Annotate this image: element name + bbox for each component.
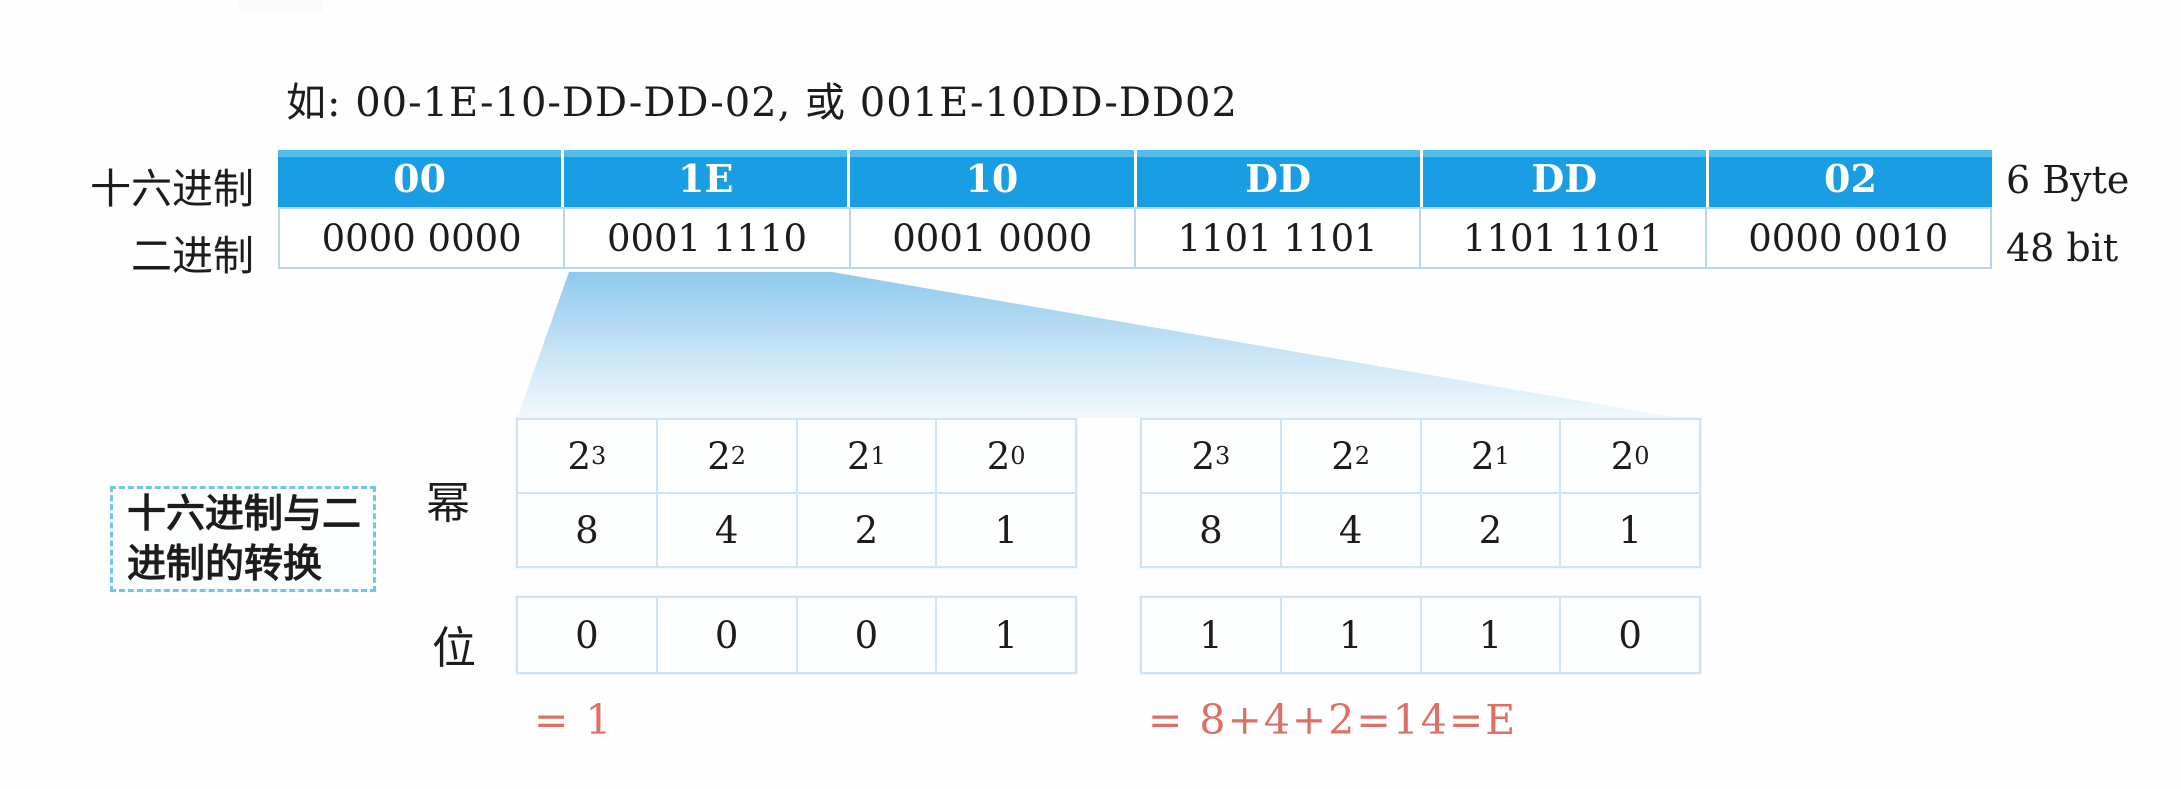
binary-byte-cell: 0000 0000 <box>278 207 566 269</box>
bit-cell: 1 <box>1281 598 1420 672</box>
byte-count-note: 6 Byte <box>2006 158 2130 202</box>
bit-cell: 1 <box>1142 598 1280 672</box>
bit-cell: 1 <box>937 598 1075 672</box>
power-base: 2 <box>846 434 871 478</box>
power-base: 2 <box>1331 434 1355 478</box>
binary-byte-cell: 0001 0000 <box>848 207 1136 269</box>
bit-cell: 1 <box>1421 598 1560 672</box>
power-weight-cell: 1 <box>1561 494 1699 566</box>
power-weight-cell: 8 <box>1142 494 1280 566</box>
hex-byte-row: 00 1E 10 DD DD 02 <box>278 150 1993 207</box>
binary-byte-row: 0000 0000 0001 1110 0001 0000 1101 1101 … <box>278 207 1992 269</box>
power-base: 2 <box>1610 434 1635 478</box>
bit-cell: 0 <box>797 598 936 672</box>
bit-cell: 0 <box>1561 598 1699 672</box>
hex-byte-cell: DD <box>1136 150 1420 207</box>
power-weight-cell: 2 <box>797 494 936 566</box>
power-base: 2 <box>567 434 591 478</box>
bit-cell: 0 <box>518 598 656 672</box>
binary-byte-cell: 0001 1110 <box>563 207 851 269</box>
topic-callout-box: 十六进制与二 进制的转换 <box>110 486 376 592</box>
topic-callout-line2: 进制的转换 <box>127 541 323 587</box>
conversion-result-left: = 1 <box>534 696 614 744</box>
conversion-result-right: = 8+4+2=14=E <box>1148 696 1518 744</box>
power-base: 2 <box>1470 434 1495 478</box>
cropped-top-artifact <box>238 0 323 11</box>
hex-byte-cell: 02 <box>1708 150 1993 207</box>
power-weight-cell: 1 <box>937 494 1075 566</box>
power-weight-cell: 2 <box>1421 494 1560 566</box>
hex-row-label: 十六进制 <box>90 165 254 213</box>
hex-byte-cell: DD <box>1422 150 1706 207</box>
bit-axis-label: 位 <box>432 623 476 674</box>
hex-byte-cell: 10 <box>850 150 1134 207</box>
bit-table-left: 0 0 0 1 <box>516 596 1077 674</box>
bit-cell: 0 <box>657 598 796 672</box>
binary-row-label: 二进制 <box>131 232 254 280</box>
binary-byte-cell: 0000 0010 <box>1704 207 1992 269</box>
binary-byte-cell: 1101 1101 <box>1419 207 1707 269</box>
hex-byte-cell: 1E <box>564 150 848 207</box>
hex-byte-cell: 00 <box>278 150 562 207</box>
power-weight-cell: 4 <box>1281 494 1420 566</box>
power-base: 2 <box>707 434 731 478</box>
bit-count-note: 48 bit <box>2006 226 2119 270</box>
power-weight-cell: 8 <box>518 494 656 566</box>
power-axis-label: 幂 <box>426 478 470 529</box>
power-base: 2 <box>1191 434 1215 478</box>
mac-address-example: 如: 00-1E-10-DD-DD-02, 或 001E-10DD-DD02 <box>286 80 1238 126</box>
power-base: 2 <box>986 434 1011 478</box>
bit-table-right: 1 1 1 0 <box>1140 596 1701 674</box>
power-weight-cell: 4 <box>657 494 796 566</box>
binary-byte-cell: 1101 1101 <box>1133 207 1422 269</box>
topic-callout-line1: 十六进制与二 <box>127 491 362 537</box>
